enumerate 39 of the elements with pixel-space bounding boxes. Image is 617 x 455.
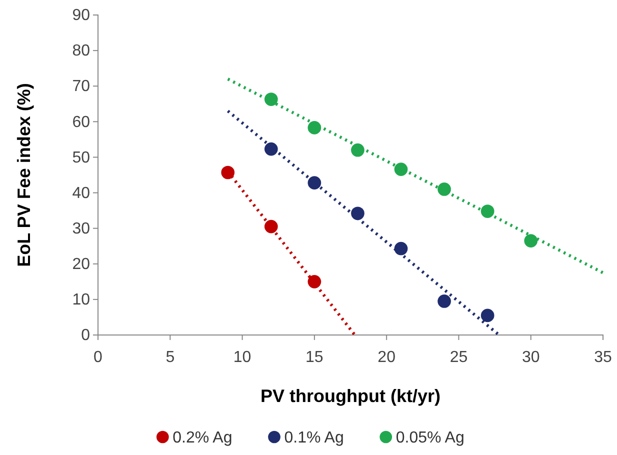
legend-label: 0.1% Ag xyxy=(284,430,344,447)
y-tick-label: 10 xyxy=(72,292,90,309)
point xyxy=(394,242,408,256)
x-tick-label: 25 xyxy=(450,349,468,366)
x-tick-label: 15 xyxy=(306,349,324,366)
legend-label: 0.2% Ag xyxy=(172,430,232,447)
y-tick-label: 60 xyxy=(72,114,90,131)
x-tick-label: 30 xyxy=(522,349,540,366)
x-axis-title: PV throughput (kt/yr) xyxy=(260,386,440,406)
point xyxy=(438,182,451,196)
y-tick-label: 70 xyxy=(72,78,90,96)
point xyxy=(394,162,408,176)
x-tick-label: 10 xyxy=(233,349,252,366)
y-tick-label: 90 xyxy=(72,7,90,24)
x-tick-label: 5 xyxy=(166,349,175,366)
point xyxy=(351,143,364,157)
point xyxy=(480,308,494,322)
point xyxy=(308,176,322,190)
point xyxy=(264,92,278,106)
x-tick-label: 20 xyxy=(378,349,396,366)
point xyxy=(308,121,322,134)
y-tick-label: 30 xyxy=(72,220,90,238)
x-tick-label: 35 xyxy=(594,349,612,366)
point xyxy=(308,275,322,288)
point xyxy=(438,294,451,308)
y-tick-label: 80 xyxy=(72,42,90,60)
point xyxy=(221,166,235,180)
y-tick-label: 40 xyxy=(72,184,90,202)
y-tick-label: 20 xyxy=(72,256,90,274)
y-axis-title: EoL PV Fee index (%) xyxy=(14,83,34,267)
point xyxy=(264,220,278,234)
x-tick-label: 0 xyxy=(94,349,103,366)
point xyxy=(351,206,364,220)
legend-label: 0.05% Ag xyxy=(396,430,464,447)
point xyxy=(264,142,278,156)
point xyxy=(480,204,494,218)
point xyxy=(524,234,538,248)
y-tick-label: 50 xyxy=(72,149,90,166)
y-tick-label: 0 xyxy=(81,327,90,344)
